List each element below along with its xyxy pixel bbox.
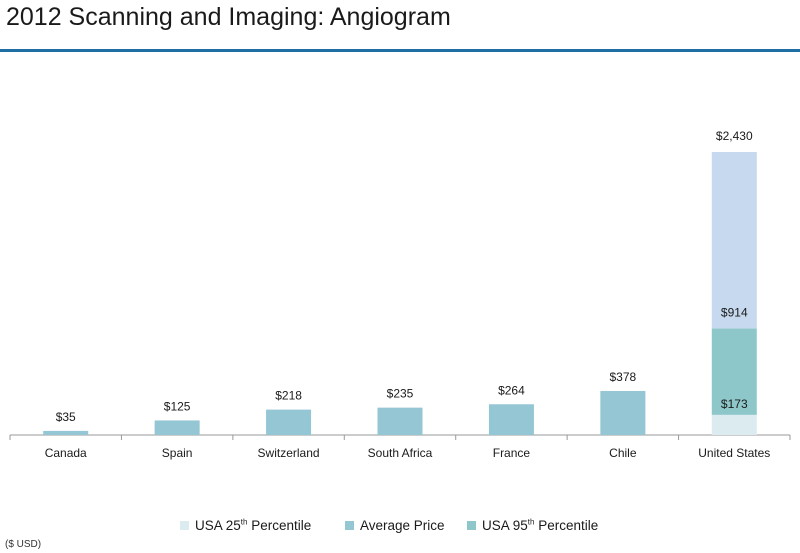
bar-average-price xyxy=(154,420,200,435)
bar-data-label: $35 xyxy=(56,410,76,424)
title-divider xyxy=(0,49,800,52)
bar-average-price xyxy=(377,407,423,435)
legend-swatch xyxy=(345,521,354,530)
bar-us-average-segment xyxy=(711,328,757,415)
bar-average-price xyxy=(43,430,89,435)
bar-data-label: $218 xyxy=(275,389,302,403)
legend-item: USA 95th Percentile xyxy=(467,518,598,533)
unit-note: ($ USD) xyxy=(5,539,42,550)
legend-item: Average Price xyxy=(345,518,445,533)
bar-data-label: $125 xyxy=(164,399,191,413)
x-tick-label: Spain xyxy=(162,446,193,460)
x-tick-label: United States xyxy=(698,446,770,460)
legend-swatch xyxy=(467,521,476,530)
legend-item: USA 25th Percentile xyxy=(180,518,311,533)
bar-data-label: $378 xyxy=(610,370,637,384)
bar-data-label: $264 xyxy=(498,383,525,397)
bar-data-label-us-average: $914 xyxy=(721,306,748,320)
bar-average-price xyxy=(488,404,534,435)
legend-swatch xyxy=(180,521,189,530)
legend-label: Average Price xyxy=(360,518,445,533)
x-tick-label: Switzerland xyxy=(258,446,320,460)
bar-average-price xyxy=(600,390,646,435)
x-tick-label: Canada xyxy=(45,446,87,460)
bar-us-25th-percentile xyxy=(711,414,757,435)
chart-legend: USA 25th Percentile Average Price USA 95th… xyxy=(0,518,800,538)
x-tick-label: South Africa xyxy=(368,446,433,460)
bar-data-label-us-95th: $2,430 xyxy=(716,129,753,143)
bar-us-95th-percentile xyxy=(711,152,757,329)
page-title: 2012 Scanning and Imaging: Angiogram xyxy=(6,3,451,31)
bar-data-label: $235 xyxy=(387,387,414,401)
x-tick-label: Chile xyxy=(609,446,637,460)
legend-label: USA 25th Percentile xyxy=(195,517,312,533)
x-tick-label: France xyxy=(493,446,531,460)
bar-data-label-us-25th: $173 xyxy=(721,397,748,411)
legend-label: USA 95th Percentile xyxy=(482,517,599,533)
bar-average-price xyxy=(266,409,312,435)
